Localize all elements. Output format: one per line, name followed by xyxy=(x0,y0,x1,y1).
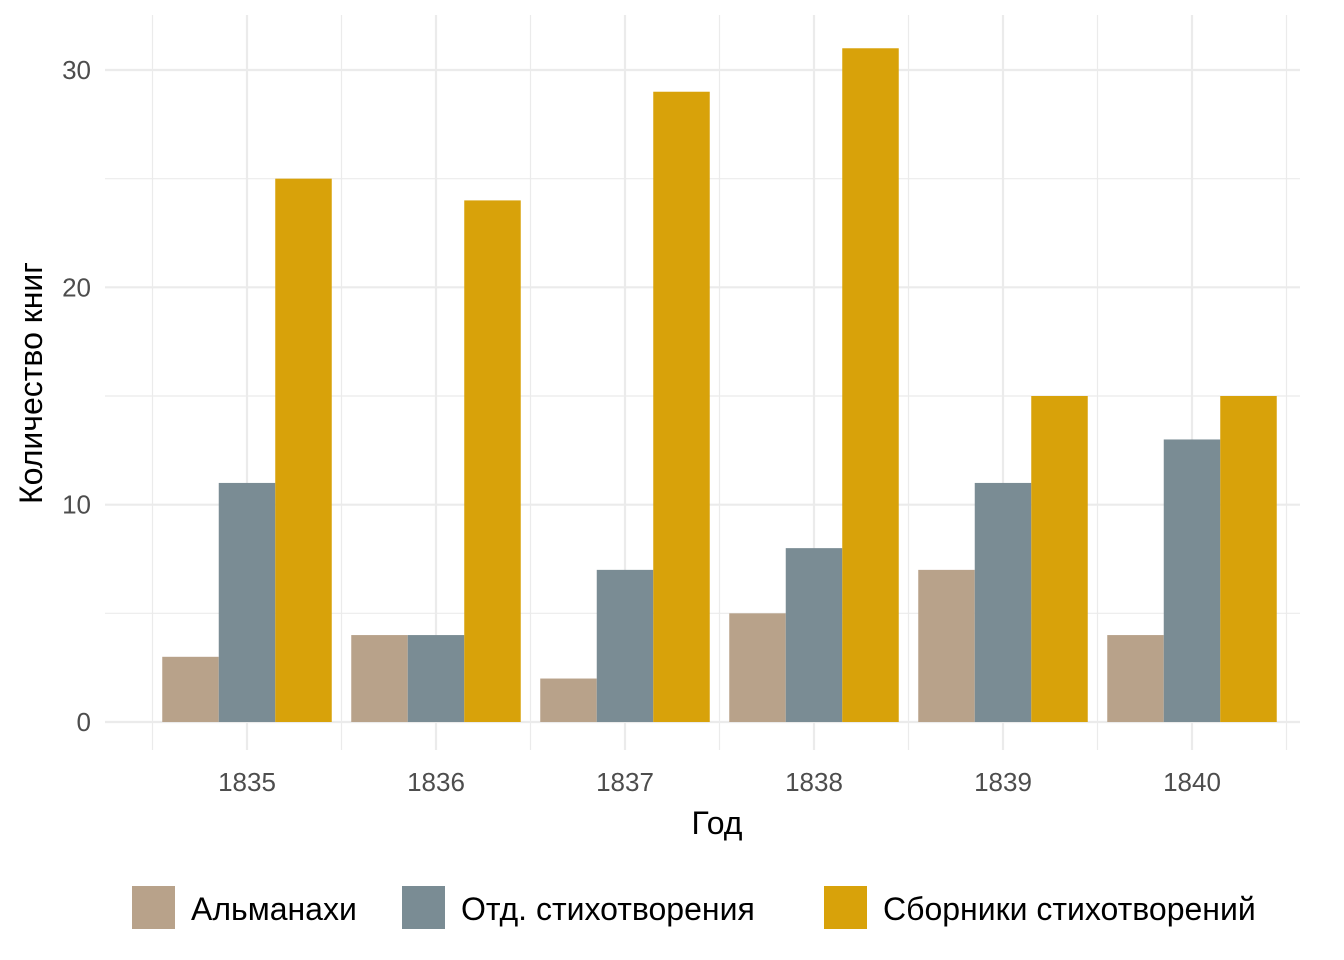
x-tick-label: 1835 xyxy=(218,767,276,797)
x-tick-label: 1840 xyxy=(1163,767,1221,797)
bar-1840-0 xyxy=(1107,635,1164,722)
bar-1838-1 xyxy=(785,548,843,722)
bars xyxy=(162,48,1277,723)
y-tick-label: 20 xyxy=(62,272,91,302)
x-tick-label: 1837 xyxy=(596,767,654,797)
bar-1835-2 xyxy=(275,178,332,722)
y-tick-label: 30 xyxy=(62,55,91,85)
bar-1837-1 xyxy=(596,569,654,722)
x-axis-title: Год xyxy=(692,805,743,841)
bar-1840-1 xyxy=(1163,439,1221,722)
bar-1838-0 xyxy=(729,613,786,722)
legend-key xyxy=(132,886,175,929)
bar-1837-2 xyxy=(653,91,710,722)
x-tick-label: 1838 xyxy=(785,767,843,797)
bar-1839-2 xyxy=(1031,396,1088,722)
legend-key xyxy=(824,886,867,929)
bar-1839-0 xyxy=(918,569,975,722)
bar-1836-0 xyxy=(351,635,408,722)
legend-key xyxy=(402,886,445,929)
bar-1836-1 xyxy=(407,635,465,722)
bar-1839-1 xyxy=(974,482,1032,722)
y-tick-label: 10 xyxy=(62,490,91,520)
x-tick-label: 1839 xyxy=(974,767,1032,797)
legend-label: Сборники стихотворений xyxy=(883,891,1256,927)
legend-label: Альманахи xyxy=(191,891,357,927)
bar-1835-0 xyxy=(162,656,219,722)
x-tick-label: 1836 xyxy=(407,767,465,797)
x-axis-ticks: 1835 1836 1837 1838 1839 1840 xyxy=(218,767,1221,797)
bar-1837-0 xyxy=(540,678,597,722)
legend: Альманахи Отд. стихотворения Сборники стих… xyxy=(132,886,1256,929)
bar-1836-2 xyxy=(464,200,521,722)
y-tick-label: 0 xyxy=(77,707,91,737)
y-axis-ticks: 0 10 20 30 xyxy=(62,55,91,737)
y-axis-title: Количество книг xyxy=(13,262,49,504)
bar-1840-2 xyxy=(1220,396,1277,722)
bar-1838-2 xyxy=(842,48,899,723)
bar-1835-1 xyxy=(218,482,276,722)
legend-label: Отд. стихотворения xyxy=(461,891,755,927)
